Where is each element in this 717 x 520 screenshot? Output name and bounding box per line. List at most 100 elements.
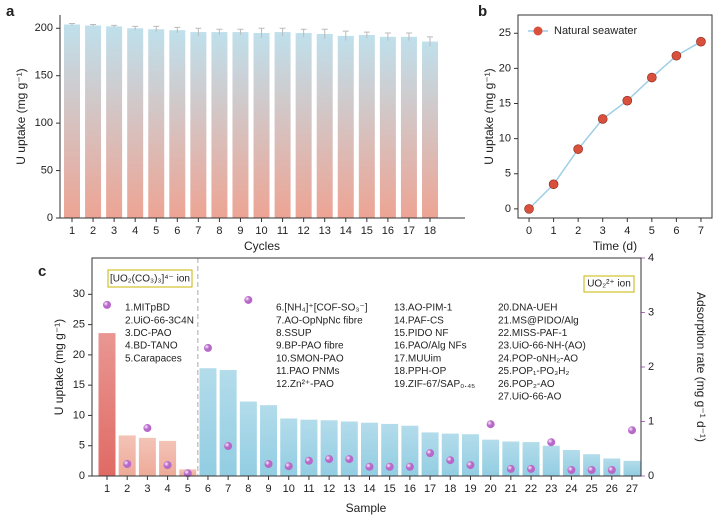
bar bbox=[361, 422, 378, 476]
error-bar bbox=[405, 32, 412, 41]
sample-name: 23.UiO-66-NH-(AO) bbox=[498, 341, 586, 352]
sample-name: 26.POP₂-AO bbox=[498, 379, 555, 390]
y-tick-label: 20 bbox=[499, 62, 511, 74]
sample-name: 13.AO-PIM-1 bbox=[394, 303, 453, 314]
x-tick-label: 11 bbox=[303, 483, 314, 495]
rate-highlight bbox=[628, 426, 636, 435]
bar bbox=[381, 423, 399, 476]
bar bbox=[358, 34, 375, 218]
x-tick-label: 23 bbox=[545, 483, 557, 495]
y2-axis-label: Adsorption rate (mg g⁻¹ d⁻¹) bbox=[694, 292, 708, 442]
rate-highlight bbox=[244, 295, 253, 304]
x-tick-label: 0 bbox=[526, 225, 532, 237]
bar bbox=[190, 32, 207, 218]
error-bar bbox=[279, 27, 286, 36]
x-tick-label: 1 bbox=[551, 225, 557, 237]
y-tick-label: 15 bbox=[499, 97, 511, 109]
sample-name: 18.PPH-OP bbox=[394, 366, 447, 377]
x-tick-label: 15 bbox=[384, 483, 396, 495]
x-tick-label: 16 bbox=[382, 225, 394, 237]
rate-highlight bbox=[527, 464, 536, 473]
bar bbox=[138, 437, 156, 476]
bar bbox=[623, 460, 641, 476]
marker bbox=[597, 114, 608, 124]
x-tick-label: 9 bbox=[237, 225, 243, 237]
x-tick-label: 4 bbox=[624, 225, 630, 237]
frame bbox=[517, 14, 713, 219]
bar bbox=[64, 24, 80, 219]
x-tick-label: 8 bbox=[216, 225, 222, 237]
sample-name: 15.PIDO NF bbox=[394, 328, 448, 339]
rate-highlight bbox=[284, 462, 293, 471]
x-tick-label: 6 bbox=[673, 225, 679, 237]
rate-highlight bbox=[587, 466, 596, 475]
sample-name: 5.Carapaces bbox=[125, 353, 182, 364]
bar bbox=[159, 440, 177, 476]
x-tick-label: 5 bbox=[649, 225, 655, 237]
sample-name: 27.UiO-66-AO bbox=[498, 392, 562, 403]
legend-marker bbox=[533, 26, 543, 36]
error-bar bbox=[427, 36, 433, 47]
x-tick-label: 4 bbox=[165, 483, 171, 495]
bar bbox=[340, 421, 358, 476]
y-tick-label: 25 bbox=[499, 27, 511, 39]
bar bbox=[379, 36, 396, 219]
x-tick-label: 5 bbox=[153, 225, 159, 237]
frame bbox=[91, 257, 642, 477]
x-tick-label: 22 bbox=[525, 483, 537, 495]
y-tick-label: 0 bbox=[648, 470, 654, 482]
bar bbox=[422, 41, 438, 219]
rate-highlight bbox=[345, 455, 354, 464]
x-tick-label: 6 bbox=[205, 483, 211, 495]
x-tick-label: 15 bbox=[361, 225, 373, 237]
x-tick-label: 13 bbox=[319, 225, 331, 237]
bar bbox=[295, 33, 312, 219]
x-tick-label: 1 bbox=[104, 483, 110, 495]
y-tick-label: 30 bbox=[73, 288, 85, 300]
bar bbox=[583, 454, 601, 476]
x-tick-label: 18 bbox=[444, 483, 456, 495]
bar bbox=[542, 445, 560, 476]
x-tick-label: 17 bbox=[403, 225, 415, 237]
x-tick-label: 12 bbox=[323, 483, 335, 495]
marker bbox=[548, 179, 559, 190]
rate-highlight bbox=[224, 442, 233, 451]
y-tick-label: 3 bbox=[648, 306, 654, 318]
x-tick-label: 9 bbox=[265, 483, 271, 495]
x-tick-label: 13 bbox=[343, 483, 355, 495]
sample-name: 10.SMON-PAO bbox=[276, 353, 344, 364]
y-tick-label: 0 bbox=[505, 203, 511, 215]
annotation: [UO₂(CO₃)₃]⁴⁻ ion bbox=[110, 274, 190, 285]
x-tick-label: 14 bbox=[363, 483, 375, 495]
x-tick-label: 25 bbox=[585, 483, 597, 495]
bar bbox=[232, 32, 249, 218]
y-axis-label: U uptake (mg g⁻¹) bbox=[14, 68, 28, 164]
bar bbox=[127, 28, 144, 218]
y-tick-label: 20 bbox=[73, 349, 85, 361]
error-bar bbox=[132, 25, 139, 31]
rate-highlight bbox=[466, 461, 475, 470]
bar bbox=[400, 36, 417, 219]
sample-name: 19.ZIF-67/SAP₀.₄₅ bbox=[394, 379, 475, 390]
y-tick-label: 150 bbox=[35, 70, 53, 82]
error-bar bbox=[321, 28, 328, 39]
x-tick-label: 14 bbox=[340, 225, 352, 237]
y-tick-label: 5 bbox=[79, 440, 85, 452]
sample-name: 1.MITpBD bbox=[125, 303, 170, 314]
y-tick-label: 15 bbox=[73, 379, 85, 391]
x-tick-label: 3 bbox=[600, 225, 606, 237]
x-tick-label: 7 bbox=[195, 225, 201, 237]
bar bbox=[199, 368, 217, 476]
x-tick-label: 27 bbox=[626, 483, 638, 495]
x-tick-label: 20 bbox=[485, 483, 497, 495]
rate-highlight bbox=[506, 464, 515, 473]
sample-name: 11.PAO PNMs bbox=[276, 366, 340, 377]
y-tick-label: 4 bbox=[648, 252, 654, 264]
rate-highlight bbox=[103, 300, 111, 309]
x-tick-label: 3 bbox=[111, 225, 117, 237]
x-tick-label: 6 bbox=[174, 225, 180, 237]
bar bbox=[461, 434, 479, 476]
panel-label: c bbox=[38, 263, 46, 280]
